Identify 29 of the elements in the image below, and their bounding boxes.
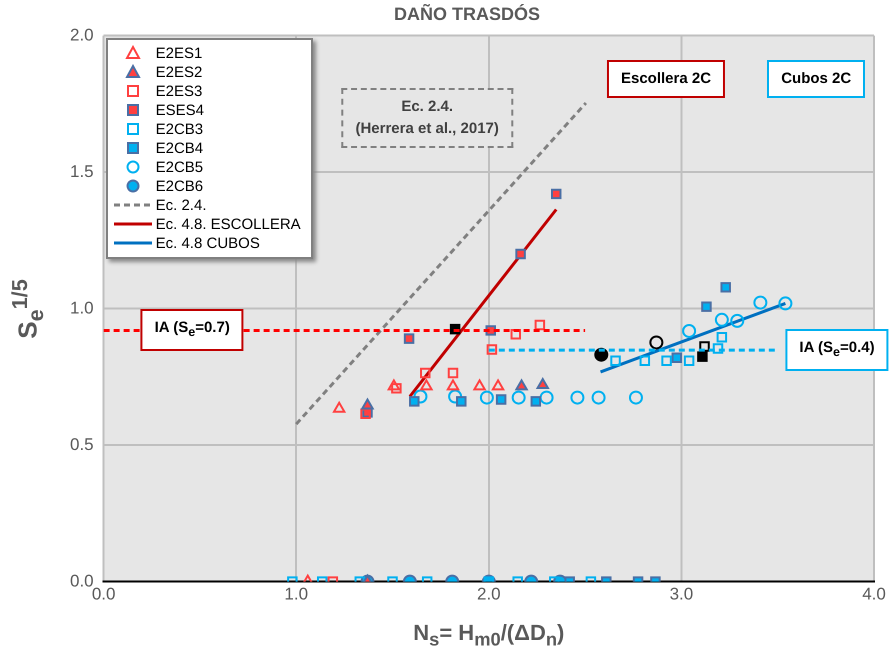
legend-label: E2CB4 xyxy=(156,140,204,157)
legend-label: E2ES3 xyxy=(156,82,202,100)
legend-label: E2CB6 xyxy=(156,178,204,195)
y-tick-label: 0.0 xyxy=(70,571,94,590)
legend-label: E2ES1 xyxy=(156,44,202,62)
y-tick-label: 0.5 xyxy=(70,434,94,454)
legend-label: Ec. 4.8. ESCOLLERA xyxy=(156,216,301,233)
annotation: Cubos 2C xyxy=(781,69,852,90)
annotation: IA (S$_{e}$=0.4) xyxy=(799,338,875,362)
annotation: Ec. 2.4. xyxy=(400,96,454,116)
legend-label: ESES4 xyxy=(156,102,204,119)
x-tick-label: 2.0 xyxy=(476,584,501,604)
annotation: (Herrera et al., 2017) xyxy=(355,118,499,138)
chart-title: DAÑO TRASDÓS xyxy=(394,2,540,24)
x-tick-label: 0.0 xyxy=(92,584,116,604)
y-tick-label: 1.0 xyxy=(70,298,94,318)
legend-label: E2CB3 xyxy=(156,120,204,138)
y-tick-label: 1.5 xyxy=(70,162,94,181)
x-tick-label: 3.0 xyxy=(670,584,694,604)
y-tick-label: 2.0 xyxy=(70,25,94,44)
annotation: IA (S$_{e}$=0.7) xyxy=(154,318,230,342)
legend-label: Ec. 4.8 CUBOS xyxy=(156,234,260,252)
legend-label: E2ES2 xyxy=(156,64,202,81)
x-tick-label: 1.0 xyxy=(284,584,308,604)
x-axis-title: N$_{s}$= H$_{m0}$/(ΔD$_{n}$) xyxy=(412,620,566,650)
annotation: Escollera 2C xyxy=(620,69,712,90)
legend-label: Ec. 2.4. xyxy=(156,196,206,214)
x-tick-label: 4.0 xyxy=(862,584,886,604)
legend-label: E2CB5 xyxy=(156,158,204,176)
